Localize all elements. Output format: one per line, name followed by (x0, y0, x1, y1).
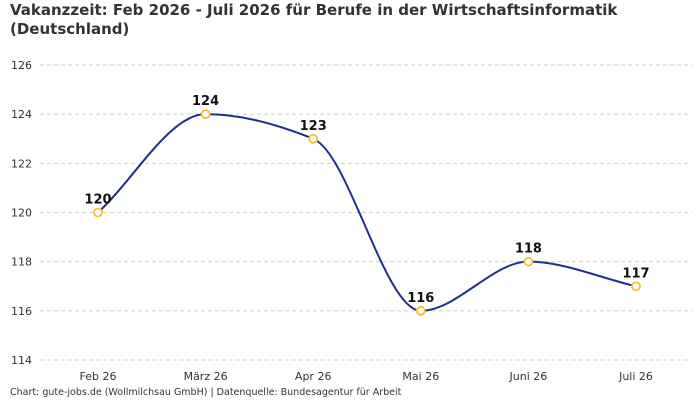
y-tick-label-124: 124 (11, 108, 32, 121)
x-tick-label-0: Feb 26 (80, 370, 117, 383)
y-tick-label-122: 122 (11, 157, 32, 170)
y-tick-label-118: 118 (11, 256, 32, 269)
series-layer (97, 113, 637, 312)
y-axis-ticks: 114 116 118 120 122 124 126 (11, 59, 32, 367)
x-tick-label-4: Juni 26 (509, 370, 548, 383)
data-label-4: 118 (515, 242, 542, 257)
data-label-1: 124 (192, 94, 219, 109)
x-tick-label-1: März 26 (184, 370, 228, 383)
data-label-2: 123 (300, 119, 327, 134)
data-point-4 (523, 256, 534, 267)
series-line (97, 113, 637, 312)
data-point-0 (93, 207, 103, 218)
grid-layer (40, 64, 692, 361)
data-label-5: 117 (622, 266, 649, 281)
x-tick-label-5: Juli 26 (618, 370, 653, 383)
points-layer (93, 109, 641, 316)
y-tick-label-126: 126 (11, 59, 32, 72)
y-tick-label-114: 114 (11, 354, 32, 367)
x-axis-ticks: Feb 26 März 26 Apr 26 Mai 26 Juni 26 Juli 26 (80, 370, 653, 383)
data-label-3: 116 (407, 291, 434, 306)
chart-title: Vakanzzeit: Feb 2026 - Juli 2026 für Ber… (10, 1, 618, 38)
y-tick-label-120: 120 (11, 207, 32, 220)
x-tick-label-3: Mai 26 (402, 370, 439, 383)
x-tick-label-2: Apr 26 (295, 370, 332, 383)
data-label-0: 120 (84, 193, 111, 208)
y-tick-label-116: 116 (11, 305, 32, 318)
data-point-3 (415, 305, 426, 316)
data-labels-layer: 120 124 123 116 118 117 (84, 94, 649, 306)
data-point-5 (631, 281, 641, 292)
chart-source-footer: Chart: gute-jobs.de (Wollmilchsau GmbH) … (10, 387, 402, 398)
data-point-1 (200, 109, 211, 120)
data-point-2 (308, 133, 319, 144)
